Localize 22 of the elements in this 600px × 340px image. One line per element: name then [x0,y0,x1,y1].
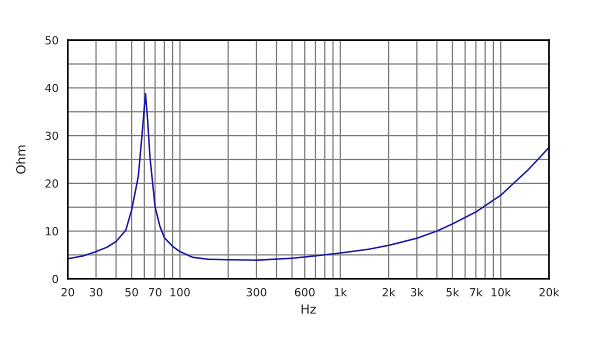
x-tick-label: 300 [246,288,266,296]
y-tick-label: 0 [52,274,58,284]
x-tick-label: 7k [470,288,483,296]
y-tick-label: 40 [45,84,58,92]
y-tick-label: 50 [45,36,58,44]
y-tick-label: 20 [45,179,58,188]
x-tick-label: 2k [382,288,396,296]
x-tick-label: 5k [446,288,460,296]
x-tick-label: 10k [492,288,511,296]
x-tick-label: 3k [410,288,424,296]
x-tick-label: 1k [334,288,348,296]
y-tick-label: 30 [45,132,58,140]
y-tick-label: 10 [46,227,58,236]
x-tick-label: 50 [125,288,138,296]
x-tick-label: 600 [294,288,315,296]
x-tick-label: 70 [148,288,162,296]
x-tick-label: 20k [540,288,560,296]
x-tick-label: 20 [62,288,74,296]
x-tick-label: 100 [170,288,190,296]
y-axis-title: Ohm [16,146,26,174]
x-axis-title: Hz [302,304,316,314]
x-tick-label: 30 [90,288,102,296]
